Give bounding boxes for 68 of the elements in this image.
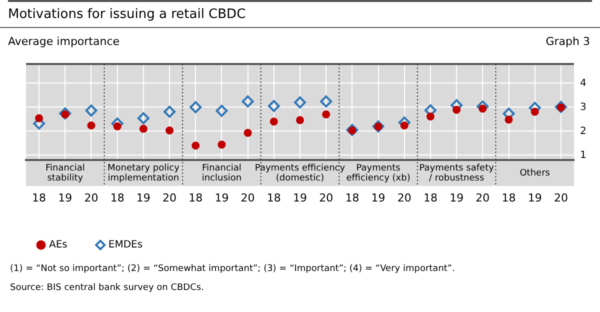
text: Financial inclusion xyxy=(202,163,242,184)
x-tick-label: 19 xyxy=(214,191,229,204)
x-tick-label: 20 xyxy=(162,191,177,204)
point xyxy=(372,120,384,132)
x-tick-label: 19 xyxy=(136,191,150,204)
text: Payments efficiency (domestic) xyxy=(254,163,346,184)
text: Monetary policy implementation xyxy=(107,163,180,184)
text: Payments efficiency (xb) xyxy=(346,163,410,184)
point xyxy=(504,116,513,124)
legend-label: EMDEs xyxy=(108,240,143,251)
x-tick-label: 18 xyxy=(32,191,46,204)
point xyxy=(294,96,306,108)
y-tick-label: 4 xyxy=(580,78,586,89)
x-tick-label: 20 xyxy=(554,191,568,204)
point xyxy=(59,107,72,120)
point xyxy=(113,122,122,130)
y-tick-label: 2 xyxy=(580,126,586,137)
point xyxy=(426,112,434,121)
point xyxy=(190,101,202,114)
x-tick-label: 19 xyxy=(450,191,464,204)
point xyxy=(554,100,567,113)
point xyxy=(452,106,461,114)
point xyxy=(218,140,226,149)
point xyxy=(242,95,254,108)
point xyxy=(400,121,408,130)
source-note: Source: BIS central bank survey on CBDCs. xyxy=(9,282,205,295)
x-tick-label: 18 xyxy=(110,191,124,204)
point xyxy=(164,106,176,118)
point xyxy=(35,114,44,122)
x-tick-label: 19 xyxy=(58,191,72,204)
x-tick-label: 19 xyxy=(528,191,542,204)
point xyxy=(244,128,252,137)
x-tick-label: 20 xyxy=(84,191,98,204)
point xyxy=(85,104,98,117)
text: (1) = “Not so important”; (2) = “Somewhat important”; (3) = “Important”; (4) = “Very important”. xyxy=(9,263,456,276)
x-tick-label: 18 xyxy=(345,191,360,204)
chart-subtitle: Average importance xyxy=(8,35,120,48)
chart-title: Motivations for issuing a retail CBDC xyxy=(0,2,600,28)
point xyxy=(166,126,174,134)
x-tick-label: 19 xyxy=(371,191,386,204)
x-tick-label: 20 xyxy=(476,191,490,204)
point xyxy=(268,100,280,112)
point xyxy=(139,124,148,133)
x-tick-label: 20 xyxy=(240,191,255,204)
point xyxy=(87,121,96,130)
point xyxy=(270,118,278,126)
point xyxy=(296,116,304,124)
x-tick-label: 20 xyxy=(319,191,334,204)
y-tick-label: 3 xyxy=(580,102,586,113)
point xyxy=(530,108,539,116)
x-tick-label: 19 xyxy=(293,191,307,204)
text: Payments safety / robustness xyxy=(419,163,495,184)
y-tick-label: 1 xyxy=(580,150,586,161)
legend-label: AEs xyxy=(49,240,68,251)
x-tick-label: 18 xyxy=(188,191,203,204)
text: Financial stability xyxy=(45,163,85,184)
point xyxy=(322,110,330,118)
point xyxy=(320,95,332,108)
x-tick-label: 20 xyxy=(397,191,412,204)
caption: Graph 3 xyxy=(546,35,590,48)
text: Others xyxy=(520,168,550,178)
point xyxy=(137,112,150,124)
point xyxy=(476,100,489,112)
x-tick-label: 18 xyxy=(423,191,438,204)
point xyxy=(192,142,200,150)
x-tick-label: 18 xyxy=(266,191,281,204)
x-tick-label: 18 xyxy=(502,191,516,204)
point xyxy=(216,104,228,117)
